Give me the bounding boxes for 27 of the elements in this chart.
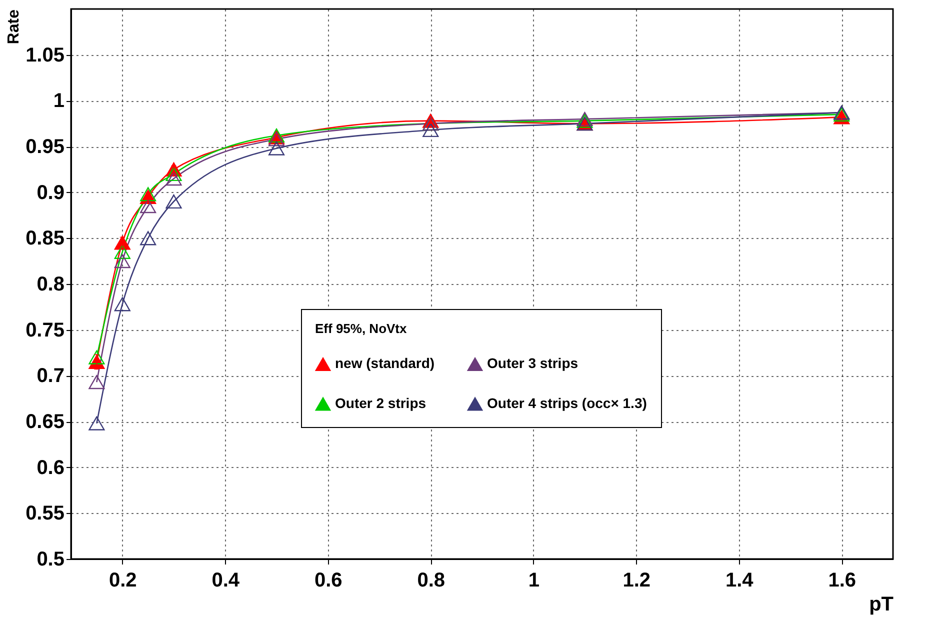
y-tick-label: 0.55 xyxy=(26,502,64,525)
legend-label: new (standard) xyxy=(335,355,435,372)
legend-label: Outer 3 strips xyxy=(487,355,578,372)
x-tick-label: 0.6 xyxy=(314,570,342,592)
x-tick-label: 1 xyxy=(528,570,540,592)
x-tick-label: 1.4 xyxy=(725,570,754,592)
y-tick-label: 0.9 xyxy=(36,182,64,204)
x-tick-label: 1.6 xyxy=(828,570,856,592)
y-tick-label: 0.75 xyxy=(26,319,64,342)
x-tick-label: 1.2 xyxy=(622,570,651,592)
y-tick-label: 0.5 xyxy=(36,548,64,570)
y-tick-label: 0.95 xyxy=(26,136,64,158)
legend-label: Outer 4 strips (occ× 1.3) xyxy=(487,395,647,411)
x-tick-label: 0.4 xyxy=(212,570,240,592)
y-axis-title: Rate xyxy=(6,9,23,44)
y-tick-label: 0.6 xyxy=(36,456,64,479)
y-tick-label: 0.85 xyxy=(26,228,64,250)
y-tick-label: 1 xyxy=(53,90,64,112)
y-tick-label: 0.65 xyxy=(26,411,64,433)
x-tick-label: 0.2 xyxy=(108,570,137,592)
y-tick-label: 1.05 xyxy=(26,44,64,66)
legend-title: Eff 95%, NoVtx xyxy=(315,321,408,336)
y-tick-label: 0.8 xyxy=(36,274,64,296)
legend-label: Outer 2 strips xyxy=(335,395,426,411)
x-axis-title: pT xyxy=(869,594,894,616)
x-tick-label: 0.8 xyxy=(417,570,446,592)
y-tick-label: 0.7 xyxy=(36,365,64,388)
